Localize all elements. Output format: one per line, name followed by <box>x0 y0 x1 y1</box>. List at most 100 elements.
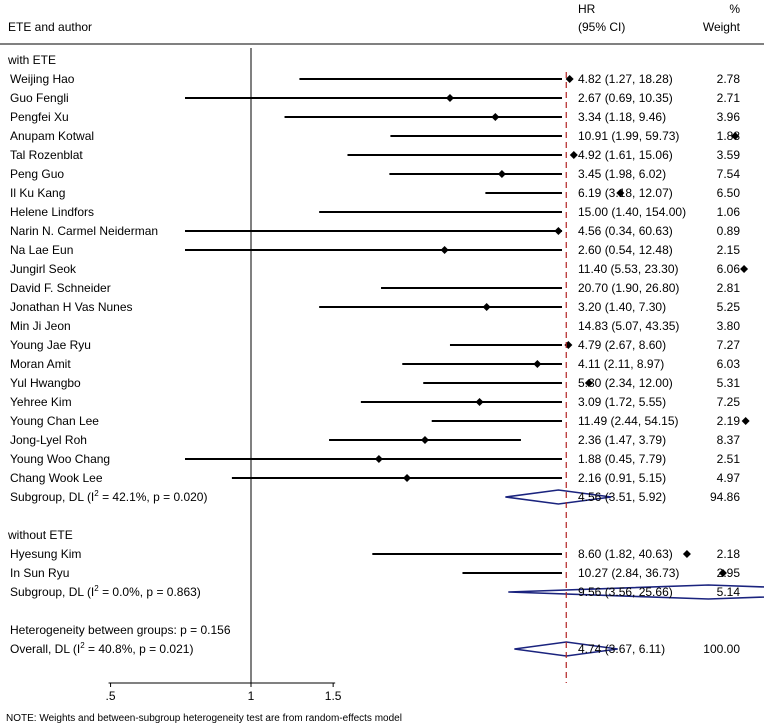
header-weight-label: Weight <box>703 20 741 34</box>
weight-value: 1.06 <box>717 205 741 219</box>
hr-ci-value: 2.67 (0.69, 10.35) <box>578 91 673 105</box>
weight-value: 2.78 <box>717 72 741 86</box>
point-estimate-marker <box>682 550 691 558</box>
weight-value: 6.03 <box>717 357 741 371</box>
overall-diamond <box>514 641 618 657</box>
x-tick-label: 1.5 <box>325 689 342 703</box>
weight-value: 7.25 <box>717 395 741 409</box>
point-estimate-marker <box>403 474 412 482</box>
subgroup-hr-ci-value: 9.56 (3.56, 25.66) <box>578 585 673 599</box>
x-tick-label: .5 <box>106 689 116 703</box>
study-name: Young Jae Ryu <box>10 338 91 352</box>
point-estimate-marker <box>497 170 506 178</box>
hr-ci-value: 4.11 (2.11, 8.97) <box>578 357 664 371</box>
point-estimate-marker <box>491 113 500 121</box>
point-estimate-marker <box>718 569 727 577</box>
hr-ci-value: 2.16 (0.91, 5.15) <box>578 471 666 485</box>
hr-ci-value: 14.83 (5.07, 43.35) <box>578 319 679 333</box>
hr-ci-value: 3.45 (1.98, 6.02) <box>578 167 666 181</box>
point-estimate-marker <box>565 75 574 83</box>
study-name: Jungirl Seok <box>10 262 77 276</box>
header-ci-label: (95% CI) <box>578 20 625 34</box>
weight-value: 3.80 <box>717 319 741 333</box>
heterogeneity-text: Heterogeneity between groups: p = 0.156 <box>10 623 231 637</box>
study-name: Anupam Kotwal <box>10 129 94 143</box>
weight-value: 7.54 <box>717 167 741 181</box>
study-name: Moran Amit <box>10 357 71 371</box>
weight-value: 3.59 <box>717 148 741 162</box>
point-estimate-marker <box>374 455 383 463</box>
hr-ci-value: 4.56 (0.34, 60.63) <box>578 224 673 238</box>
study-name: Jong-Lyel Roh <box>10 433 87 447</box>
weight-value: 2.95 <box>717 566 741 580</box>
hr-ci-value: 8.60 (1.82, 40.63) <box>578 547 673 561</box>
study-name: Min Ji Jeon <box>10 319 71 333</box>
study-name: Tal Rozenblat <box>10 148 83 162</box>
weight-value: 2.19 <box>717 414 741 428</box>
hr-ci-value: 3.20 (1.40, 7.30) <box>578 300 666 314</box>
weight-value: 3.96 <box>717 110 741 124</box>
point-estimate-marker <box>564 341 573 349</box>
point-estimate-marker <box>554 227 563 235</box>
hr-ci-value: 20.70 (1.90, 26.80) <box>578 281 679 295</box>
overall-hr-ci-value: 4.74 (3.67, 6.11) <box>578 642 665 656</box>
weight-value: 7.27 <box>717 338 741 352</box>
study-name: Na Lae Eun <box>10 243 73 257</box>
weight-value: 5.31 <box>717 376 741 390</box>
point-estimate-marker <box>420 436 429 444</box>
weight-value: 6.50 <box>717 186 741 200</box>
rows-layer: with ETE Weijing Hao 4.82 (1.27, 18.28) 2.7… <box>7 53 764 657</box>
point-estimate-marker <box>482 303 491 311</box>
weight-value: 4.97 <box>717 471 741 485</box>
hr-ci-value: 5.30 (2.34, 12.00) <box>578 376 673 390</box>
weight-value: 8.37 <box>717 433 741 447</box>
hr-ci-value: 11.40 (5.53, 23.30) <box>578 262 679 276</box>
header-hr-label: HR <box>578 2 596 16</box>
study-name: Narin N. Carmel Neiderman <box>10 224 158 238</box>
hr-ci-value: 4.79 (2.67, 8.60) <box>578 338 666 352</box>
header: ETE and author HR (95% CI) % Weight <box>0 2 764 45</box>
study-name: Il Ku Kang <box>10 186 65 200</box>
hr-ci-value: 11.49 (2.44, 54.15) <box>578 414 679 428</box>
study-name: Jonathan H Vas Nunes <box>10 300 133 314</box>
study-name: Peng Guo <box>10 167 64 181</box>
weight-value: 2.18 <box>717 547 741 561</box>
study-name: Young Woo Chang <box>10 452 110 466</box>
point-estimate-marker <box>584 379 593 387</box>
study-name: In Sun Ryu <box>10 566 69 580</box>
subgroup-hr-ci-value: 4.56 (3.51, 5.92) <box>578 490 666 504</box>
weight-value: 2.81 <box>717 281 741 295</box>
x-tick-label: 1 <box>248 689 255 703</box>
point-estimate-marker <box>616 189 625 197</box>
point-estimate-marker <box>475 398 484 406</box>
hr-ci-value: 2.36 (1.47, 3.79) <box>578 433 666 447</box>
weight-value: 2.15 <box>717 243 741 257</box>
point-estimate-marker <box>440 246 449 254</box>
hr-ci-value: 3.34 (1.18, 9.46) <box>578 110 666 124</box>
footnote: NOTE: Weights and between-subgroup heter… <box>6 713 402 724</box>
weight-value: 1.88 <box>717 129 741 143</box>
study-name: David F. Schneider <box>10 281 111 295</box>
study-name: Pengfei Xu <box>10 110 69 124</box>
subgroup-diamond <box>505 489 612 505</box>
hr-ci-value: 4.92 (1.61, 15.06) <box>578 148 673 162</box>
study-name: Young Chan Lee <box>10 414 99 428</box>
study-name: Guo Fengli <box>10 91 69 105</box>
hr-ci-value: 15.00 (1.40, 154.00) <box>578 205 686 219</box>
point-estimate-marker <box>731 132 740 140</box>
point-estimate-marker <box>533 360 542 368</box>
x-axis: .5 1 1.5 <box>106 48 567 703</box>
group-label: with ETE <box>7 53 56 67</box>
point-estimate-marker <box>740 265 749 273</box>
group-label: without ETE <box>7 528 73 542</box>
hr-ci-value: 4.82 (1.27, 18.28) <box>578 72 673 86</box>
subgroup-label: Subgroup, DL (I2 = 42.1%, p = 0.020) <box>10 489 207 504</box>
weight-value: 2.71 <box>717 91 741 105</box>
weight-value: 0.89 <box>717 224 741 238</box>
study-name: Chang Wook Lee <box>10 471 103 485</box>
study-name: Helene Lindfors <box>10 205 94 219</box>
study-name: Yehree Kim <box>10 395 72 409</box>
hr-ci-value: 2.60 (0.54, 12.48) <box>578 243 673 257</box>
subgroup-label: Subgroup, DL (I2 = 0.0%, p = 0.863) <box>10 584 201 599</box>
hr-ci-value: 10.27 (2.84, 36.73) <box>578 566 679 580</box>
